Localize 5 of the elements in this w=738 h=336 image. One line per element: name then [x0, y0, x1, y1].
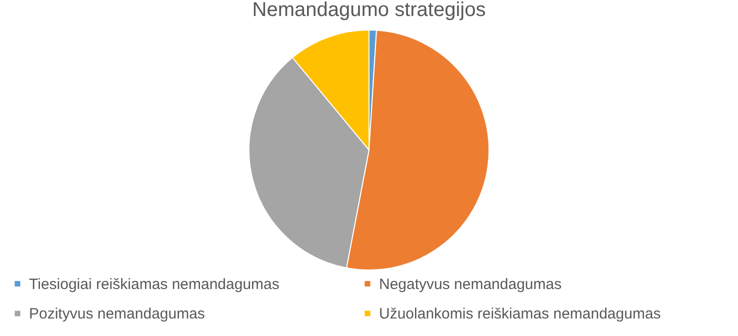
legend-label: Tiesiogiai reiškiamas nemandagumas — [29, 276, 280, 293]
legend-label: Negatyvus nemandagumas — [379, 276, 562, 293]
chart-title: Nemandagumo strategijos — [252, 0, 486, 21]
legend-label: Užuolankomis reiškiamas nemandagumas — [379, 306, 661, 322]
legend-label: Pozityvus nemandagumas — [29, 306, 205, 322]
